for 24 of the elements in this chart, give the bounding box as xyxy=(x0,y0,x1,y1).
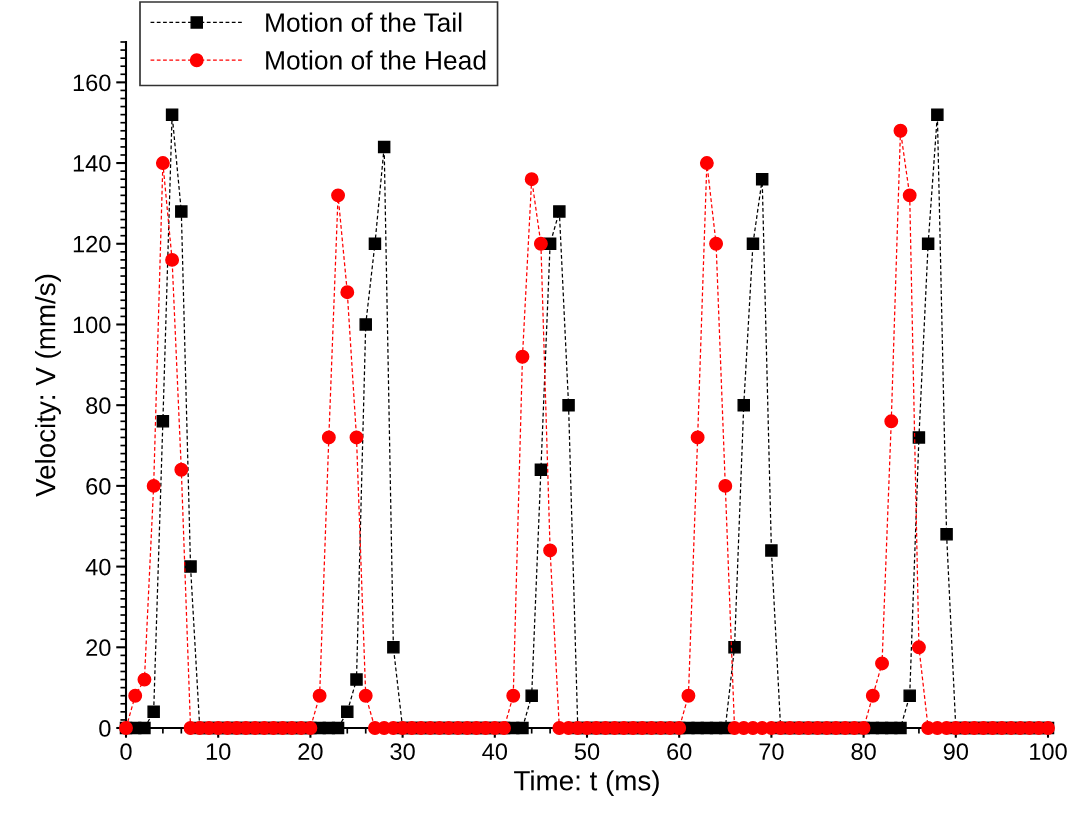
x-tick-label: 90 xyxy=(943,743,969,760)
y-tick-label: 40 xyxy=(85,558,111,576)
y-tick-label: 0 xyxy=(99,720,111,737)
x-axis-title: Time: t (ms) xyxy=(514,770,659,797)
x-tick-label: 0 xyxy=(120,743,132,760)
y-tick-label: 120 xyxy=(73,235,111,253)
legend-label: Motion of the Tail xyxy=(266,12,462,32)
y-tick-label: 140 xyxy=(73,155,111,172)
x-tick-label: 20 xyxy=(298,743,323,760)
x-tick-label: 10 xyxy=(206,743,231,760)
y-axis-title: Velocity: V (mm/s) xyxy=(35,274,61,497)
x-tick-label: 30 xyxy=(390,743,415,760)
x-tick-label: 100 xyxy=(1030,743,1067,760)
x-tick-label: 70 xyxy=(759,743,784,760)
x-tick-label: 60 xyxy=(667,743,692,760)
y-tick-label: 20 xyxy=(86,639,111,657)
y-tick-label: 160 xyxy=(73,74,111,92)
y-tick-label: 60 xyxy=(86,477,111,495)
x-tick-label: 50 xyxy=(574,743,600,760)
y-tick-label: 100 xyxy=(73,316,111,334)
y-tick-label: 80 xyxy=(86,397,111,414)
x-tick-label: 80 xyxy=(851,743,876,760)
x-tick-label: 40 xyxy=(482,743,508,760)
legend-label: Motion of the Head xyxy=(266,50,486,70)
